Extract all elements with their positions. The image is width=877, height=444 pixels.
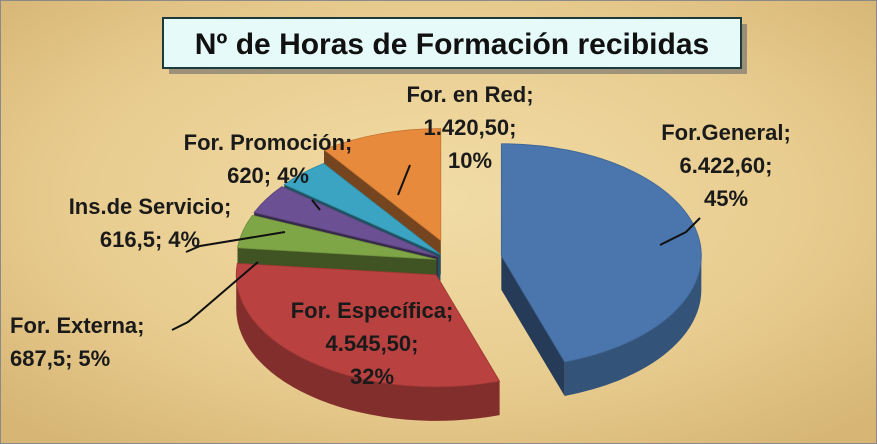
label-percent: 4% [168,227,200,252]
label-percent: 4% [277,163,309,188]
label-percent: 5% [78,346,110,371]
label-separator: ; [65,346,72,371]
label-separator: ; [264,163,271,188]
label-separator: ; [765,153,772,178]
label-separator: ; [526,82,533,107]
label-value: 1.420,50 [424,115,510,140]
label-value: 687,5 [10,346,65,371]
label-separator: ; [446,298,453,323]
data-label: Ins.de Servicio; 616,5; 4% [69,194,232,252]
label-category: For. en Red [406,82,526,107]
label-value: 620 [227,163,264,188]
label-separator: ; [411,331,418,356]
leader-line [311,199,321,211]
label-percent: 45% [704,186,748,211]
leader-line [659,217,701,246]
label-separator: ; [345,130,352,155]
slice-wall [564,255,702,396]
label-separator: ; [224,194,231,219]
label-category: For. Externa [10,313,138,338]
label-percent: 32% [350,364,394,389]
label-percent: 10% [448,148,492,173]
slice [283,163,441,255]
data-label: For. Promoción; 620; 4% [184,130,353,188]
label-value: 4.545,50 [326,331,412,356]
label-value: 616,5 [100,227,155,252]
title-box [162,17,742,69]
slice-side [501,255,565,396]
data-label: For. Externa; 687,5; 5% [10,313,144,371]
slice [237,214,437,260]
label-category: For. Promoción [184,130,345,155]
label-separator: ; [509,115,516,140]
label-separator: ; [137,313,144,338]
label-separator: ; [155,227,162,252]
slice [500,143,702,363]
leader-line [171,261,259,331]
slice [323,128,442,242]
slice-wall [236,274,500,421]
label-category: For.General [661,120,783,145]
chart-title: Nº de Horas de Formación recibidas [195,28,709,61]
label-category: Ins.de Servicio [69,194,224,219]
label-category: For. Específica [291,298,447,323]
leader-line [397,164,411,196]
slice [235,262,501,388]
data-label: For.General; 6.422,60; 45% [661,120,791,211]
data-label: For. Específica; 4.545,50; 32% [291,298,454,389]
leader-line [185,231,286,253]
data-label: For. en Red; 1.420,50; 10% [406,82,533,173]
label-separator: ; [783,120,790,145]
slice [253,186,439,257]
label-value: 6.422,60 [680,153,766,178]
